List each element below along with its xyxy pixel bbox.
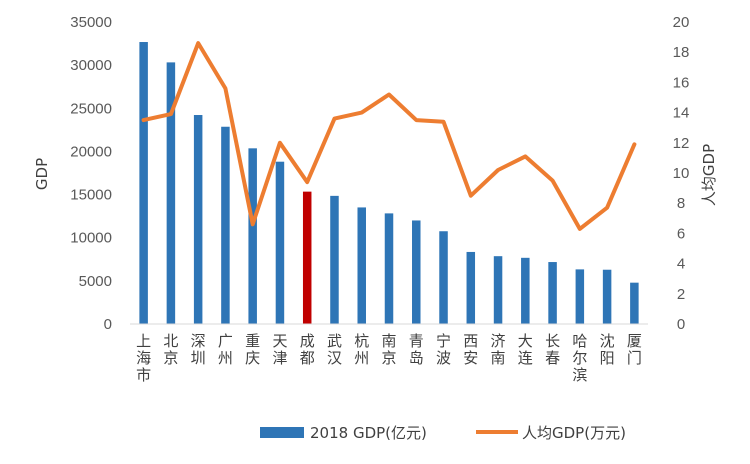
x-category-label: 广州 <box>218 332 233 367</box>
legend-line-label: 人均GDP(万元) <box>522 424 626 442</box>
legend: 2018 GDP(亿元) 人均GDP(万元) <box>260 424 626 442</box>
x-category-label: 成都 <box>300 332 315 367</box>
bar <box>357 207 366 324</box>
bar <box>439 231 448 324</box>
y-tick-label: 20000 <box>70 143 112 160</box>
x-category-label: 沈阳 <box>600 332 615 367</box>
x-category-label: 西安 <box>463 332 478 367</box>
y2-tick-label: 0 <box>677 316 685 333</box>
x-category-label: 青岛 <box>409 332 424 367</box>
x-category-label: 北京 <box>163 332 178 367</box>
x-category-label: 长春 <box>545 332 560 367</box>
y2-tick-label: 10 <box>673 165 690 182</box>
y2-tick-label: 20 <box>673 14 690 31</box>
y2-tick-label: 2 <box>677 286 685 303</box>
y-tick-label: 10000 <box>70 230 112 247</box>
y2-tick-label: 16 <box>673 74 690 91</box>
bar <box>575 269 585 324</box>
y-tick-label: 35000 <box>70 14 112 31</box>
x-category-label: 济南 <box>491 332 506 367</box>
bar <box>330 195 339 324</box>
bar <box>302 191 312 324</box>
legend-bar-swatch <box>260 427 304 438</box>
bar <box>248 148 257 324</box>
bar <box>466 251 476 324</box>
x-category-label: 大连 <box>518 332 533 367</box>
y-axis-ticks: 0 5000 10000 15000 20000 25000 30000 35000 <box>70 14 112 333</box>
y2-tick-label: 8 <box>677 195 685 212</box>
legend-bar-label: 2018 GDP(亿元) <box>310 424 427 442</box>
y-tick-label: 0 <box>104 316 112 333</box>
y2-tick-label: 12 <box>673 135 690 152</box>
bar <box>384 213 394 324</box>
bar <box>193 115 203 325</box>
bar <box>493 256 503 324</box>
x-category-label: 杭州 <box>354 332 369 367</box>
bar <box>166 62 176 324</box>
y2-tick-label: 14 <box>673 105 690 122</box>
series-line <box>141 41 637 231</box>
x-category-label: 武汉 <box>327 332 342 367</box>
y-tick-label: 25000 <box>70 100 112 117</box>
x-category-label: 哈尔滨 <box>572 332 587 384</box>
bar <box>602 269 612 324</box>
y2-tick-label: 6 <box>677 225 685 242</box>
x-category-label: 上海市 <box>136 332 151 384</box>
bar <box>412 220 421 324</box>
x-category-label: 南京 <box>381 332 396 367</box>
bar <box>275 161 285 324</box>
y-tick-label: 30000 <box>70 57 112 74</box>
bar <box>630 282 639 324</box>
y2-axis-ticks: 0 2 4 6 8 10 12 14 16 18 20 <box>673 14 690 333</box>
bar <box>548 262 557 324</box>
line-series <box>141 41 637 231</box>
x-category-label: 深圳 <box>191 332 206 367</box>
x-category-label: 重庆 <box>245 332 260 367</box>
bar <box>521 257 530 324</box>
bar <box>221 126 230 324</box>
y-axis-title: GDP <box>33 158 51 190</box>
y-tick-label: 5000 <box>79 273 112 290</box>
bar <box>139 42 148 325</box>
x-category-label: 天津 <box>272 332 287 367</box>
x-category-label: 厦门 <box>627 332 642 367</box>
y2-tick-label: 18 <box>673 44 690 61</box>
bar-series <box>139 42 639 325</box>
y-tick-label: 15000 <box>70 187 112 204</box>
x-category-label: 宁波 <box>436 332 451 367</box>
y2-tick-label: 4 <box>677 256 685 273</box>
y2-axis-title: 人均GDP <box>700 144 718 206</box>
